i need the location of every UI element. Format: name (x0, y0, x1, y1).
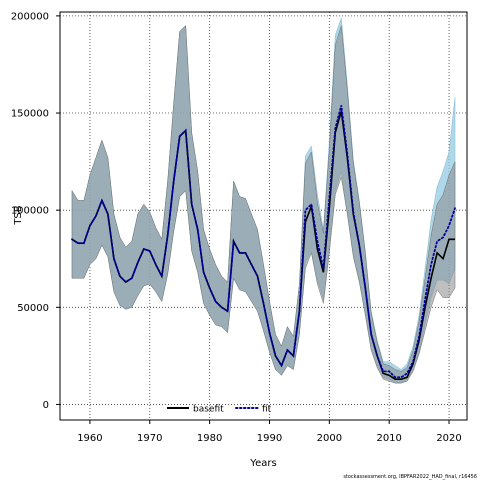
x-tick-label: 1990 (257, 433, 282, 444)
x-axis-label: Years (249, 458, 276, 469)
x-tick-label: 1980 (197, 433, 222, 444)
x-tick-label: 1970 (137, 433, 162, 444)
axes: 1960 1970 1980 1990 2000 2010 2020 0 50000 100000… (11, 11, 462, 444)
y-tick-label: 0 (43, 400, 49, 411)
y-tick-label: 200000 (11, 11, 49, 22)
footnote: stockassessment.org, IBPFAR2022_HAD_fina… (343, 474, 477, 480)
y-tick-label: 50000 (17, 303, 49, 314)
y-tick-label: 150000 (11, 109, 49, 120)
legend-label-basefit: basefit (193, 405, 224, 415)
basefit-confidence-band (71, 25, 456, 384)
plot-frame (59, 11, 468, 421)
x-tick-label: 2010 (376, 433, 401, 444)
x-tick-label: 2020 (436, 433, 461, 444)
y-tick-label: 100000 (11, 206, 49, 217)
confidence-bands (71, 17, 456, 384)
series-lines (71, 105, 456, 380)
legend-label-fit: fit (262, 405, 272, 415)
x-tick-label: 1960 (77, 433, 102, 444)
gridlines (60, 12, 467, 420)
x-tick-label: 2000 (317, 433, 342, 444)
legend: basefit fit (167, 405, 272, 415)
y-axis-label: TSB (13, 205, 24, 225)
fit-line (71, 105, 456, 379)
